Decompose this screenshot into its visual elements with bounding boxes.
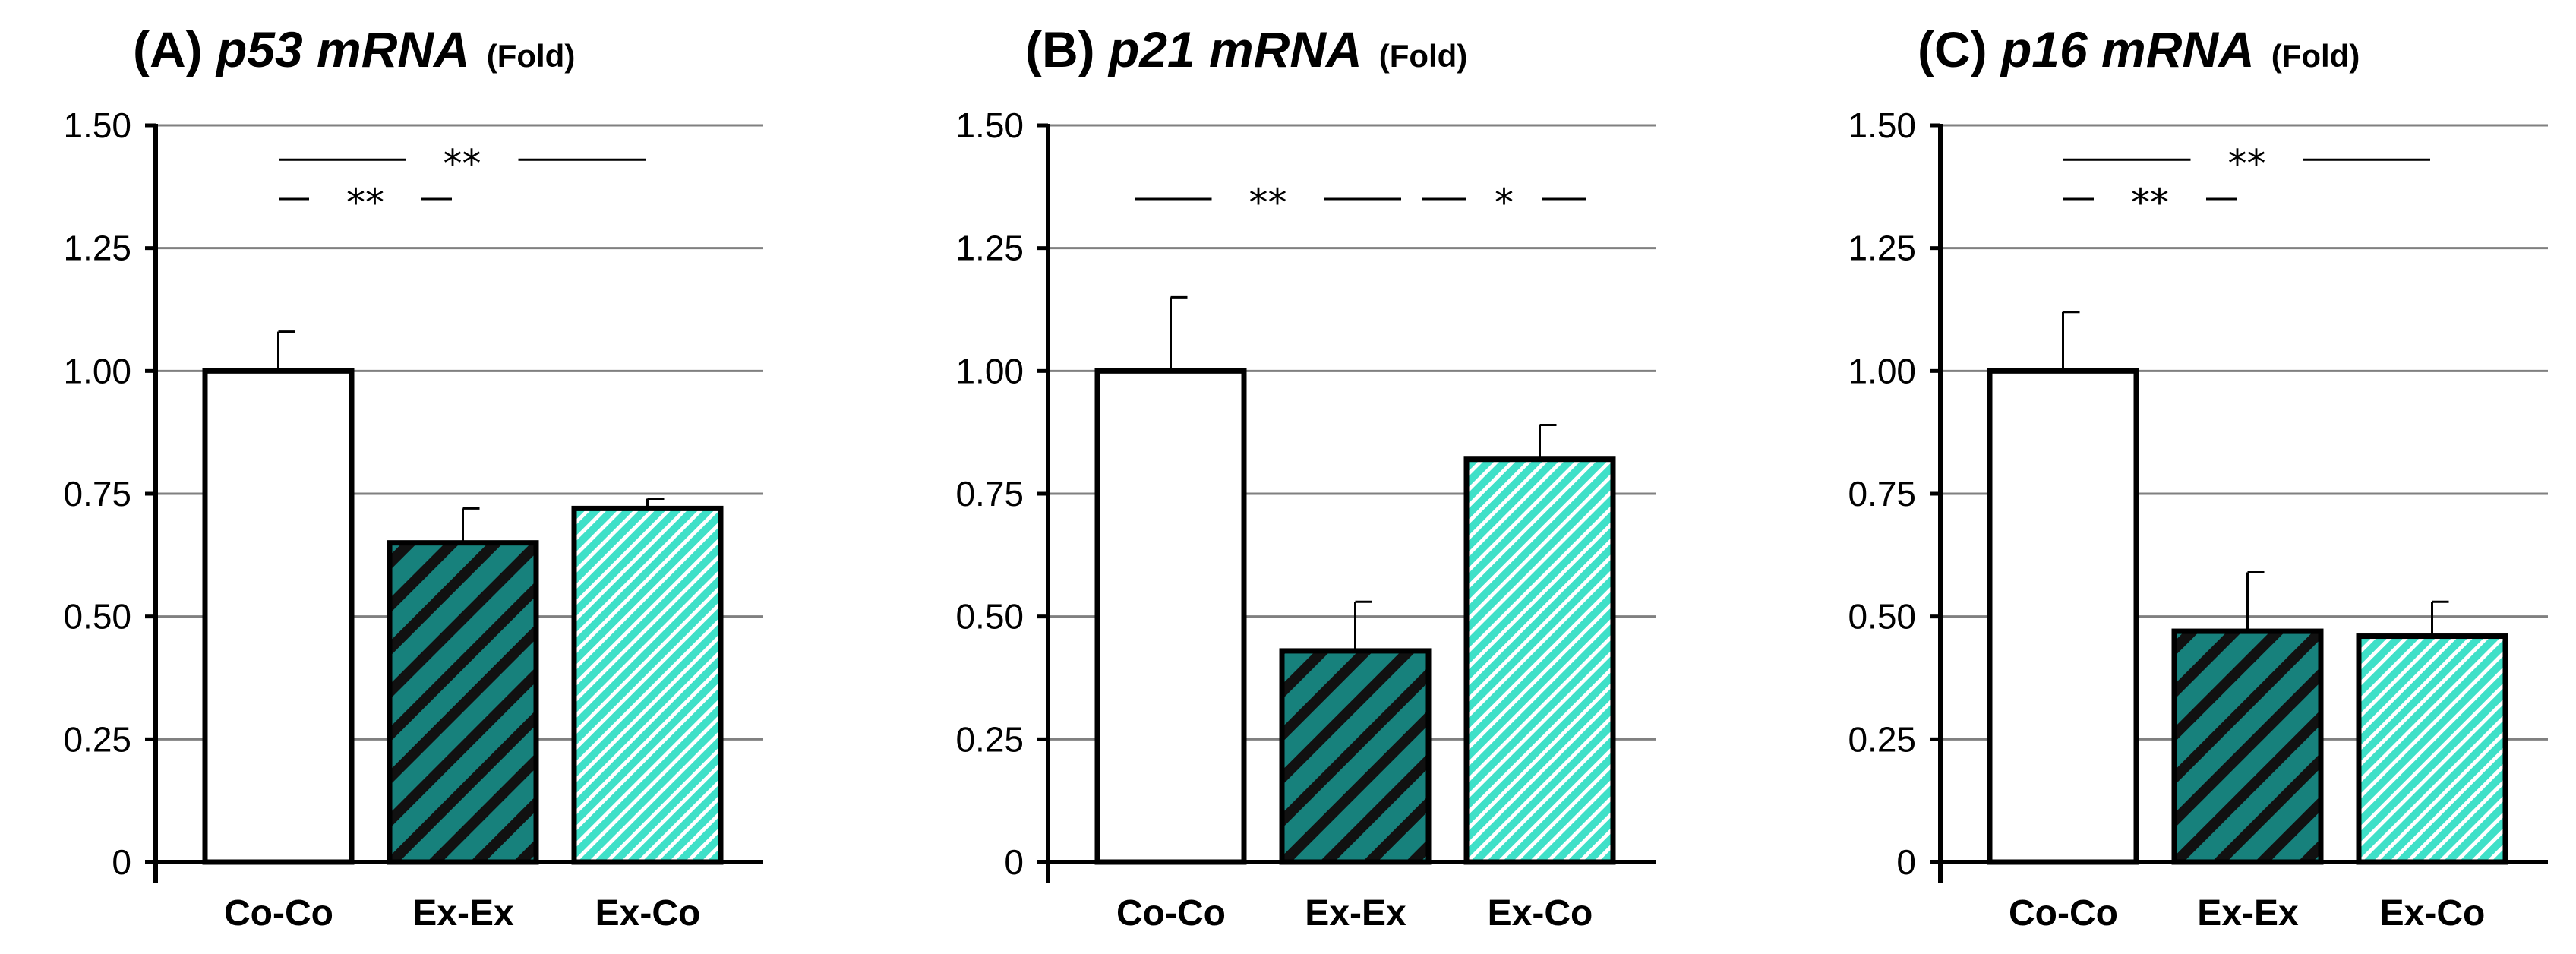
chart-panel-1: (A) p53 mRNA (Fold) 0 0.25 0.50 0.75 1.00 1.25 1…	[63, 21, 763, 933]
y-tick-label: 1.50	[955, 106, 1024, 145]
panel-label: (A)	[133, 21, 216, 77]
significance-label: **	[2131, 181, 2169, 225]
y-tick-label: 0	[1896, 842, 1916, 882]
y-tick-label: 0.75	[955, 474, 1024, 513]
unit-label: (Fold)	[487, 38, 576, 74]
chart-panel-2: (B) p21 mRNA (Fold) 0 0.25 0.50 0.75 1.00 1.25 1…	[955, 21, 1656, 933]
x-tick-label: Co-Co	[1116, 893, 1226, 933]
y-tick-label: 1.50	[1848, 106, 1916, 145]
y-tick-label: 0.50	[63, 597, 131, 637]
significance-label: *	[1495, 181, 1514, 225]
significance-label: **	[1249, 181, 1287, 225]
bar-ex-co	[2356, 633, 2508, 865]
y-tick-label: 1.00	[1848, 351, 1916, 390]
x-tick-label: Ex-Ex	[412, 893, 514, 933]
bar-ex-ex	[387, 540, 539, 865]
y-tick-label: 0.25	[955, 719, 1024, 759]
x-tick-label: Ex-Co	[595, 893, 701, 933]
bar-ex-ex	[2171, 628, 2324, 865]
chart-title: (A) p53 mRNA (Fold)	[133, 21, 575, 77]
y-tick-label: 0.25	[1848, 719, 1916, 759]
y-tick-label: 1.25	[63, 229, 131, 268]
x-tick-label: Co-Co	[224, 893, 333, 933]
unit-label: (Fold)	[2271, 38, 2360, 74]
y-tick-label: 0	[1004, 842, 1024, 882]
x-tick-label: Ex-Co	[2380, 893, 2486, 933]
y-tick-label: 0.50	[955, 597, 1024, 637]
chart-title: (C) p16 mRNA (Fold)	[1918, 21, 2360, 77]
gene-name: p21 mRNA	[1107, 21, 1362, 77]
gene-name: p16 mRNA	[2000, 21, 2255, 77]
bar-co-co	[202, 368, 355, 865]
panel-label: (C)	[1918, 21, 2001, 77]
x-tick-label: Ex-Ex	[2197, 893, 2299, 933]
x-tick-label: Ex-Co	[1488, 893, 1593, 933]
y-tick-label: 1.50	[63, 106, 131, 145]
x-tick-label: Ex-Ex	[1305, 893, 1406, 933]
y-tick-label: 1.25	[955, 229, 1024, 268]
y-tick-label: 0.75	[1848, 474, 1916, 513]
x-tick-label: Co-Co	[2009, 893, 2118, 933]
bar-co-co	[1987, 368, 2139, 865]
significance-label: **	[444, 141, 481, 185]
y-tick-label: 1.00	[63, 351, 131, 390]
y-tick-label: 1.00	[955, 351, 1024, 390]
unit-label: (Fold)	[1379, 38, 1468, 74]
significance-label: **	[2228, 141, 2266, 185]
chart-panel-3: (C) p16 mRNA (Fold) 0 0.25 0.50 0.75 1.00 1.25 1…	[1848, 21, 2548, 933]
y-tick-label: 0	[112, 842, 131, 882]
bar-co-co	[1094, 368, 1247, 865]
y-tick-label: 0.75	[63, 474, 131, 513]
y-tick-label: 0.50	[1848, 597, 1916, 637]
y-tick-label: 1.25	[1848, 229, 1916, 268]
significance-label: **	[346, 181, 384, 225]
chart-title: (B) p21 mRNA (Fold)	[1025, 21, 1467, 77]
y-tick-label: 0.25	[63, 719, 131, 759]
gene-name: p53 mRNA	[215, 21, 470, 77]
bar-ex-co	[571, 505, 724, 865]
bar-ex-co	[1463, 456, 1616, 865]
panel-label: (B)	[1025, 21, 1109, 77]
bar-ex-ex	[1279, 648, 1432, 865]
